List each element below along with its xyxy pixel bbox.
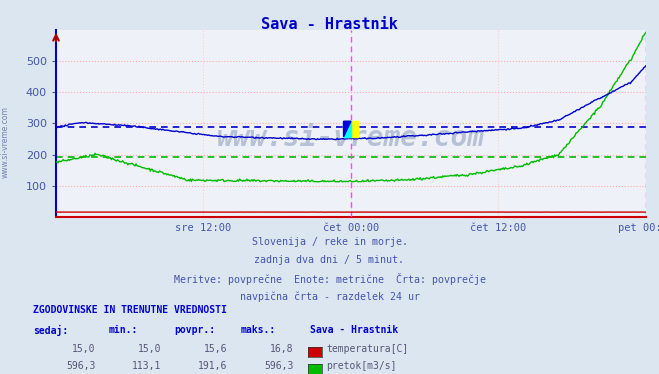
Text: čet 12:00: čet 12:00 xyxy=(471,223,527,233)
Text: www.si-vreme.com: www.si-vreme.com xyxy=(217,125,485,152)
Bar xyxy=(343,121,358,137)
Text: min.:: min.: xyxy=(109,325,138,335)
Text: Sava - Hrastnik: Sava - Hrastnik xyxy=(261,17,398,32)
Text: čet 00:00: čet 00:00 xyxy=(323,223,379,233)
Text: 15,0: 15,0 xyxy=(138,344,161,354)
Text: ZGODOVINSKE IN TRENUTNE VREDNOSTI: ZGODOVINSKE IN TRENUTNE VREDNOSTI xyxy=(33,305,227,315)
Text: pretok[m3/s]: pretok[m3/s] xyxy=(326,361,397,371)
Text: 596,3: 596,3 xyxy=(66,361,96,371)
Text: Slovenija / reke in morje.: Slovenija / reke in morje. xyxy=(252,237,407,248)
Bar xyxy=(343,121,351,137)
Polygon shape xyxy=(343,121,351,137)
Text: Meritve: povprečne  Enote: metrične  Črta: povprečje: Meritve: povprečne Enote: metrične Črta:… xyxy=(173,273,486,285)
Text: 16,8: 16,8 xyxy=(270,344,293,354)
Text: 191,6: 191,6 xyxy=(198,361,227,371)
Text: sedaj:: sedaj: xyxy=(33,325,68,336)
Text: navpična črta - razdelek 24 ur: navpična črta - razdelek 24 ur xyxy=(239,291,420,302)
Text: pet 00:00: pet 00:00 xyxy=(617,223,659,233)
Text: temperatura[C]: temperatura[C] xyxy=(326,344,409,354)
Text: 15,6: 15,6 xyxy=(204,344,227,354)
Text: maks.:: maks.: xyxy=(241,325,275,335)
Text: povpr.:: povpr.: xyxy=(175,325,215,335)
Text: 596,3: 596,3 xyxy=(264,361,293,371)
Text: zadnja dva dni / 5 minut.: zadnja dva dni / 5 minut. xyxy=(254,255,405,266)
Text: 15,0: 15,0 xyxy=(72,344,96,354)
Text: 113,1: 113,1 xyxy=(132,361,161,371)
Text: www.si-vreme.com: www.si-vreme.com xyxy=(1,106,10,178)
Text: sre 12:00: sre 12:00 xyxy=(175,223,231,233)
Text: Sava - Hrastnik: Sava - Hrastnik xyxy=(310,325,398,335)
